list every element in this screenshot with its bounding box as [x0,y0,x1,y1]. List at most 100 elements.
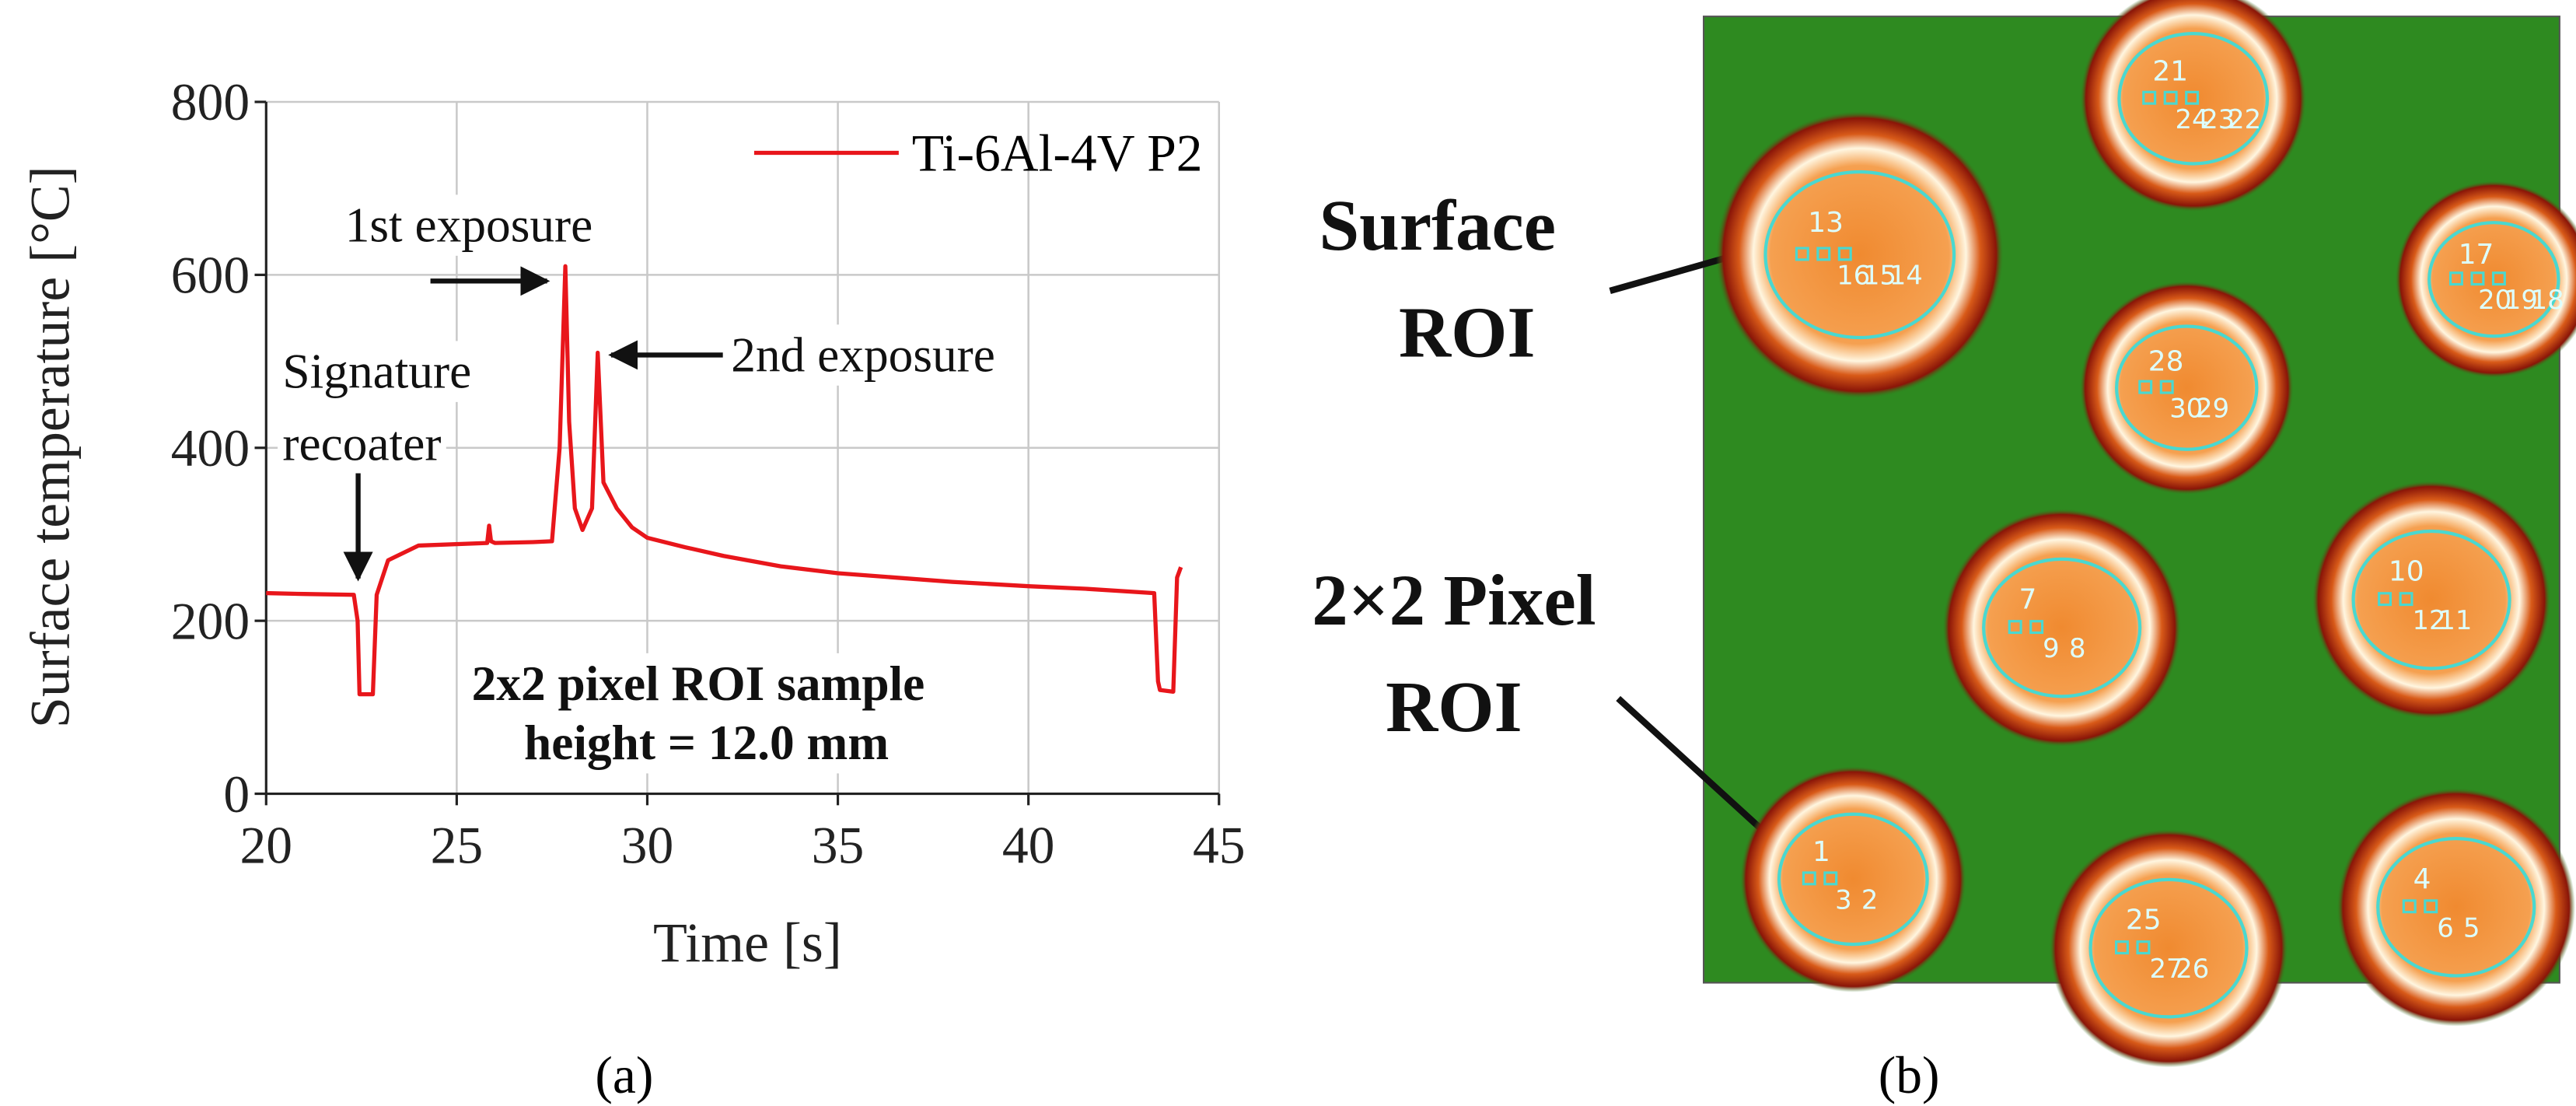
surface-roi [2427,221,2560,338]
x-tick-label: 35 [812,816,865,874]
pixel-roi [2402,899,2417,914]
surface-roi [2351,529,2511,670]
x-tick-label: 45 [1193,816,1246,874]
pixel-id: 5 [2463,912,2480,943]
pixel-id: 11 [2438,605,2472,635]
pixel-id: 15 [1863,261,1896,291]
hot-spot [2049,828,2288,1068]
pixel-id: 20 [2478,285,2511,315]
y-tick-label: 400 [171,419,250,478]
hot-spot [2312,481,2551,719]
x-tick-label: 20 [239,816,292,874]
pixel-roi [2136,940,2151,955]
pixel-roi [2138,380,2153,394]
pixel-roi [2424,899,2438,914]
hot-spot [2079,281,2294,495]
image-label: ROI [1386,667,1522,747]
legend-label: Ti-6Al-4V P2 [912,124,1203,183]
pixel-roi [2448,271,2463,286]
pixel-roi [2159,380,2174,394]
annotation: recoater [282,417,441,471]
pixel-id: 30 [2169,394,2203,424]
pixel-id: 2 [1861,884,1879,915]
pixel-roi [2470,271,2485,286]
image-label: Surface [1319,186,1556,266]
pixel-id: 14 [1889,261,1923,291]
x-tick-label: 30 [621,816,674,874]
pixel-id: 26 [2176,954,2209,984]
x-axis-label: Time [s] [653,912,842,974]
roi-id: 17 [2459,239,2494,271]
roi-id: 4 [2413,863,2431,895]
annotation: 2x2 pixel ROI sample [472,656,925,711]
surface-roi [2115,324,2259,451]
hot-spot [1942,508,2181,747]
roi-id: 7 [2019,584,2037,616]
roi-id: 28 [2148,346,2184,378]
pixel-roi [1802,871,1816,886]
data-line [266,264,1183,697]
roi-id: 10 [2389,556,2424,588]
surface-roi [1763,170,1956,340]
pixel-id: 22 [2228,104,2261,135]
surface-roi [2088,877,2249,1019]
y-tick-label: 200 [171,592,250,650]
pixel-id: 9 [2043,633,2060,663]
pixel-roi [2008,620,2022,635]
pixel-roi [1816,247,1831,261]
hot-spot [2337,788,2575,1027]
roi-id: 1 [1812,836,1830,868]
pixel-roi [2142,90,2157,105]
annotation: height = 12.0 mm [524,716,889,770]
y-axis-label: Surface temperature [°C] [19,166,82,728]
pixel-id: 16 [1837,261,1870,291]
pixel-roi [2491,271,2506,286]
pixel-roi [2399,592,2413,607]
y-tick-label: 800 [171,73,250,131]
x-tick-label: 40 [1002,816,1055,874]
annotation-bg [340,194,598,256]
hot-spot [2395,180,2576,378]
x-tick-label: 25 [431,816,484,874]
annotation-bg [278,413,446,474]
pixel-roi [1837,247,1852,261]
surface-roi [2376,836,2536,978]
roi-id: 25 [2126,905,2162,936]
annotation-bg [467,653,930,715]
surface-roi [1982,557,2142,698]
pixel-roi [2115,940,2129,955]
pixel-id: 29 [2196,394,2229,424]
surface-roi [1777,812,1929,947]
roi-id: 21 [2152,56,2188,88]
pixel-id: 19 [2504,285,2538,315]
pixel-id: 23 [2201,104,2235,135]
pixel-id: 27 [2149,954,2183,984]
pixel-roi [2378,592,2392,607]
panel-label: (b) [1879,1046,1940,1104]
pixel-id: 12 [2413,605,2446,635]
pixel-id: 3 [1835,884,1852,915]
pixel-roi [1795,247,1809,261]
annotation: 2nd exposure [731,328,995,383]
annotation-bg [519,712,894,774]
pixel-roi [2029,620,2044,635]
y-tick-label: 600 [171,247,250,305]
pixel-id: 6 [2437,912,2454,943]
roi-id: 13 [1808,207,1844,239]
image-label: 2×2 Pixel [1312,561,1596,641]
hot-spot [2080,0,2306,212]
image-label: ROI [1399,293,1536,373]
hot-spot [1740,766,1966,992]
pixel-id: 24 [2175,104,2208,135]
pixel-id: 8 [2069,633,2086,663]
pixel-roi [2185,90,2200,105]
pixel-roi [1823,871,1838,886]
y-tick-label: 0 [223,765,250,824]
annotation: Signature [282,345,471,399]
annotation: 1st exposure [345,198,593,253]
pixel-roi [2163,90,2178,105]
surface-roi [2117,32,2270,166]
annotation-bg [725,324,1001,386]
